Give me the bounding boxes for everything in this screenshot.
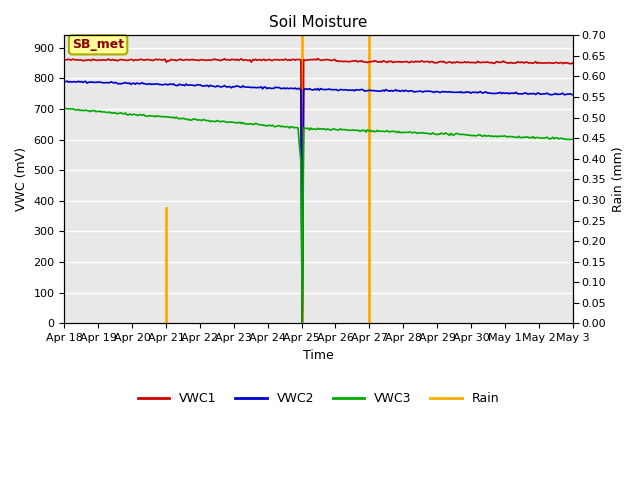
X-axis label: Time: Time [303, 348, 334, 362]
Text: SB_met: SB_met [72, 38, 124, 51]
Y-axis label: VWC (mV): VWC (mV) [15, 147, 28, 211]
Y-axis label: Rain (mm): Rain (mm) [612, 146, 625, 212]
Legend: VWC1, VWC2, VWC3, Rain: VWC1, VWC2, VWC3, Rain [133, 387, 504, 410]
Title: Soil Moisture: Soil Moisture [269, 15, 368, 30]
